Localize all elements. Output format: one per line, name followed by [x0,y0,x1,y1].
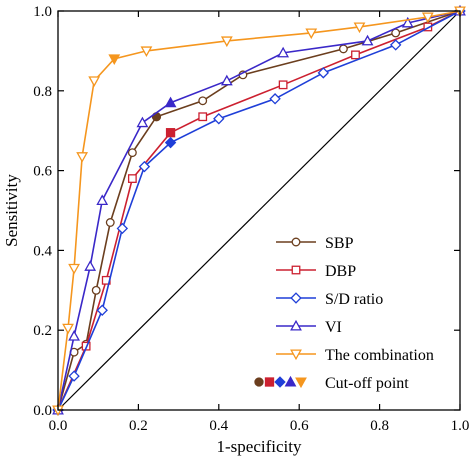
data-point-s-d-ratio [116,222,129,235]
data-point-the-combination [421,12,434,24]
legend-label: VI [325,319,342,336]
reference-diagonal-line [57,10,461,411]
x-tick-label: 1.0 [451,418,470,434]
y-axis-label: Sensitivity [2,174,21,247]
data-point-sbp [91,285,101,295]
data-point-vi [401,16,414,28]
y-tick-label: 0.2 [33,323,52,339]
data-point-s-d-ratio [389,39,402,51]
data-point-vi [220,74,233,86]
data-point-s-d-ratio [269,93,281,105]
series-vi [52,4,466,415]
cutoff-point-the-combination [108,54,121,66]
legend-item-dbp: DBP [276,263,356,280]
data-point-sbp [105,218,115,227]
y-tick-label: 0.6 [33,164,52,180]
legend-marker [290,319,302,331]
data-point-the-combination [62,323,74,335]
x-axis-label: 1-specificity [217,437,302,456]
ticks-layer: 0.0 0.2 0.4 0.6 0.8 1.0 0.0 0.2 0.4 0.6 0.8 1.0 [33,4,469,434]
legend-item-vi: VI [276,319,342,336]
reference-diagonal-layer [57,10,461,411]
data-point-sbp [127,148,137,158]
legend: SBP DBP S/D ratio VI The combination Cut-off … [254,235,434,392]
legend-label-cutoff: Cut-off point [325,375,409,392]
legend-label: SBP [325,235,354,252]
legend-label: DBP [325,263,356,280]
data-point-s-d-ratio [138,160,151,173]
data-point-vi [136,116,149,128]
data-point-dbp [127,174,137,183]
legend-item-sbp: SBP [276,235,354,252]
data-point-s-d-ratio [96,304,108,316]
data-point-s-d-ratio [68,370,80,382]
legend-cutoff-marker [254,377,264,387]
y-tick-label: 0.8 [33,84,52,100]
data-point-vi [361,34,374,46]
y-tick-label: 1.0 [33,4,52,20]
x-tick-label: 0.6 [290,418,309,434]
legend-label: The combination [325,347,434,364]
x-tick-label: 0.4 [209,418,228,434]
series-line-dbp [57,10,461,411]
data-point-the-combination [76,152,89,163]
legend-cutoff-marker [284,375,297,387]
data-point-dbp [351,50,360,60]
legend-marker [291,237,301,247]
data-point-vi [84,260,97,271]
y-tick-label: 0.4 [33,243,52,259]
data-point-sbp [198,96,208,106]
y-tick-label: 0.0 [33,403,52,419]
x-tick-label: 0.0 [49,418,68,434]
cutoff-point-dbp [165,128,176,138]
data-point-the-combination [305,28,318,40]
data-point-the-combination [220,36,233,48]
data-point-the-combination [353,22,366,34]
data-point-the-combination [68,263,80,275]
series-line-the-combination [57,10,461,411]
legend-label: S/D ratio [325,291,383,308]
data-point-s-d-ratio [317,67,330,79]
legend-marker [290,349,302,361]
data-point-the-combination [88,76,101,87]
legend-cutoff-marker [295,377,307,389]
data-point-vi [68,330,80,341]
data-point-vi [277,46,290,58]
legend-cutoff-marker [264,377,275,387]
data-point-sbp [338,44,348,54]
plot-frame [57,10,461,411]
data-point-s-d-ratio [213,113,225,125]
legend-item-the-combination: The combination [276,347,434,364]
data-point-the-combination [140,46,153,58]
legend-item-cutoff-point: Cut-off point [254,375,409,392]
data-point-dbp [278,80,288,90]
x-tick-label: 0.2 [129,418,148,434]
legend-cutoff-marker [274,376,286,388]
data-point-vi [96,194,109,206]
legend-marker [291,265,301,275]
cutoff-point-s-d-ratio [164,136,177,149]
legend-item-s-d-ratio: S/D ratio [276,291,383,308]
data-point-dbp [423,22,433,32]
data-point-dbp [198,112,208,122]
cutoff-point-vi [164,96,177,108]
x-tick-label: 0.8 [370,418,389,434]
legend-marker [290,292,302,304]
